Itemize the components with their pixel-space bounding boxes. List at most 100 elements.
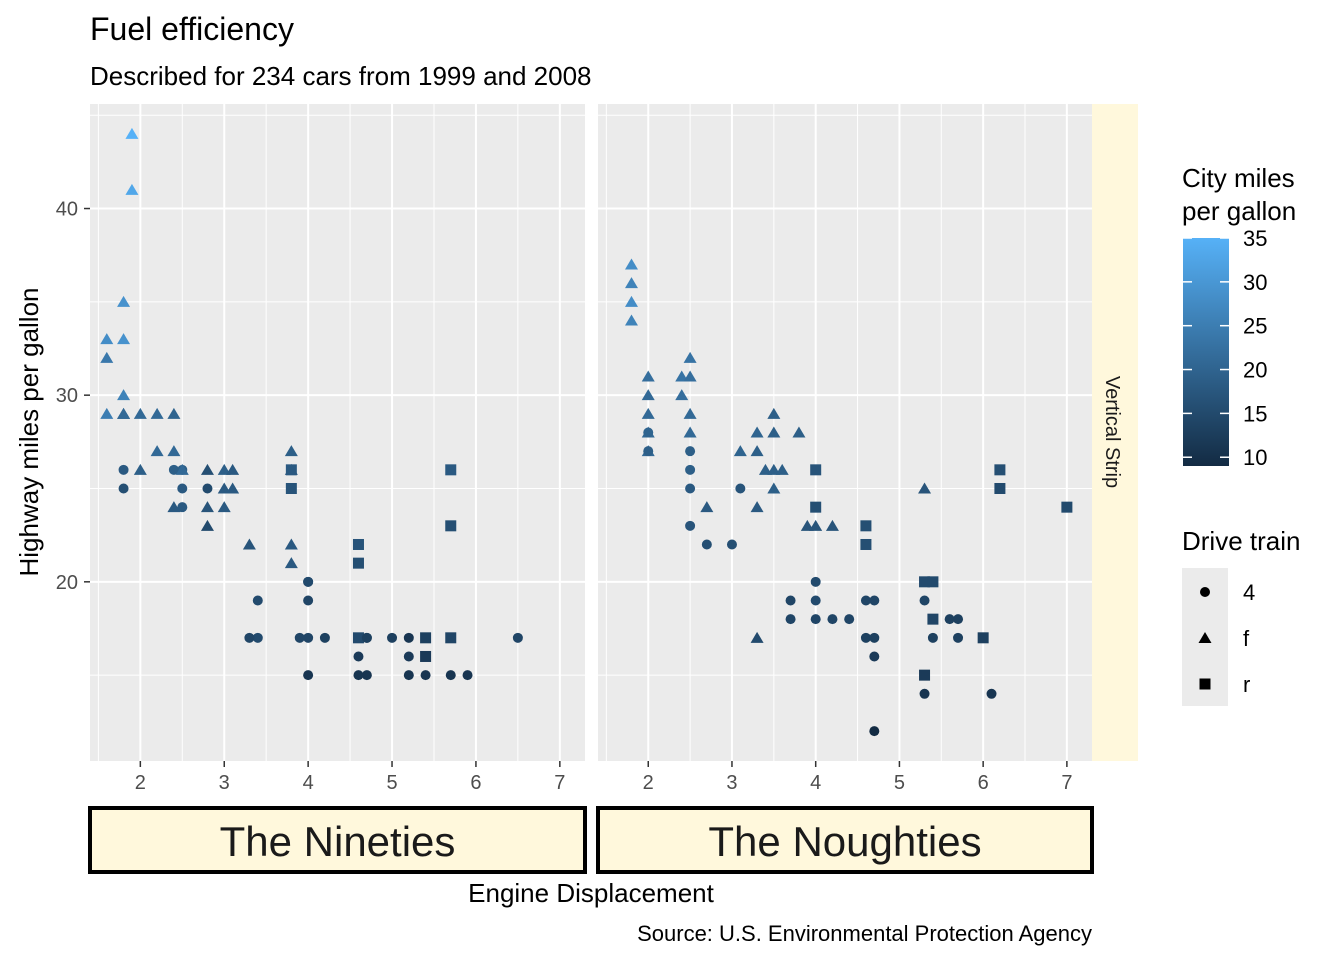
colorbar-tick-label: 20 xyxy=(1243,358,1267,383)
point-fwd xyxy=(700,501,714,513)
point-fwd xyxy=(150,445,164,457)
y-axis-label: Highway miles per gallon xyxy=(14,287,44,576)
point-rwd xyxy=(352,557,364,569)
point-4wd xyxy=(927,632,938,643)
point-4wd xyxy=(244,632,255,643)
point-4wd xyxy=(860,595,871,606)
point-rwd xyxy=(285,482,297,494)
facet-panels: 2 3 4 5 6 7 20 30 40 The Nineties 2 3 4 5 6 7 The Nought… xyxy=(56,104,1094,874)
point-fwd xyxy=(767,407,781,419)
point-fwd xyxy=(117,389,131,401)
point-rwd xyxy=(927,576,939,588)
point-4wd xyxy=(294,632,305,643)
point-4wd xyxy=(643,427,654,438)
point-fwd xyxy=(284,538,298,550)
point-fwd xyxy=(683,351,697,363)
point-fwd xyxy=(200,519,214,531)
x-tick-label: 4 xyxy=(810,772,821,794)
point-4wd xyxy=(420,670,431,681)
vertical-strip-background xyxy=(1092,104,1138,761)
x-tick-label: 3 xyxy=(219,772,230,794)
legend-key-square xyxy=(1199,678,1211,690)
point-4wd xyxy=(844,614,855,625)
facet-strip-label-1: The Nineties xyxy=(220,818,456,865)
legend-key-triangle xyxy=(1198,632,1212,643)
point-4wd xyxy=(353,651,364,662)
point-fwd xyxy=(767,482,781,494)
point-fwd xyxy=(167,407,181,419)
point-4wd xyxy=(944,614,955,625)
point-4wd xyxy=(202,483,213,494)
point-fwd xyxy=(675,389,689,401)
point-rwd xyxy=(285,464,297,476)
point-fwd xyxy=(733,445,747,457)
x-tick-label: 2 xyxy=(135,772,146,794)
shape-legend-title: Drive train xyxy=(1182,526,1300,556)
chart-subtitle: Described for 234 cars from 1999 and 200… xyxy=(90,61,592,91)
point-fwd xyxy=(175,463,189,475)
point-4wd xyxy=(735,483,746,494)
shape-legend: Drive train 4 fr xyxy=(1182,526,1300,706)
point-fwd xyxy=(641,407,655,419)
point-4wd xyxy=(403,632,414,643)
point-rwd xyxy=(445,632,457,644)
point-fwd xyxy=(641,370,655,382)
facet-strip-label-2: The Noughties xyxy=(708,818,981,865)
panel-2: 2 3 4 5 6 7 The Noughties xyxy=(596,104,1094,874)
point-fwd xyxy=(125,127,139,139)
point-rwd xyxy=(352,632,364,644)
point-4wd xyxy=(403,651,414,662)
point-4wd xyxy=(387,632,398,643)
facet-strip-2 xyxy=(596,806,1094,874)
point-fwd xyxy=(167,445,181,457)
x-tick-label: 5 xyxy=(894,772,905,794)
point-rwd xyxy=(860,520,872,532)
point-4wd xyxy=(252,632,263,643)
point-fwd xyxy=(750,631,764,643)
colorbar-tick-label: 25 xyxy=(1243,314,1267,339)
panel-background xyxy=(90,104,585,761)
point-4wd xyxy=(860,632,871,643)
color-legend-title-line-2: per gallon xyxy=(1182,196,1296,226)
point-rwd xyxy=(420,650,432,662)
point-4wd xyxy=(919,595,930,606)
colorbar-tick-label: 30 xyxy=(1243,270,1267,295)
point-4wd xyxy=(986,688,997,699)
point-fwd xyxy=(767,463,781,475)
point-fwd xyxy=(750,501,764,513)
point-4wd xyxy=(353,670,364,681)
point-4wd xyxy=(303,670,314,681)
point-4wd xyxy=(512,632,523,643)
point-fwd xyxy=(100,407,114,419)
point-fwd xyxy=(125,183,139,195)
point-fwd xyxy=(683,426,697,438)
point-4wd xyxy=(462,670,473,681)
point-4wd xyxy=(685,446,696,457)
point-4wd xyxy=(303,632,314,643)
point-4wd xyxy=(953,632,964,643)
point-fwd xyxy=(767,426,781,438)
x-tick-label: 2 xyxy=(643,772,654,794)
x-tick-label: 4 xyxy=(303,772,314,794)
point-fwd xyxy=(200,501,214,513)
point-fwd xyxy=(226,463,240,475)
legend-key-label: f xyxy=(1243,626,1250,651)
point-rwd xyxy=(919,576,931,588)
chart-title: Fuel efficiency xyxy=(90,11,294,47)
point-rwd xyxy=(860,538,872,550)
point-4wd xyxy=(726,539,737,550)
panel-background xyxy=(598,104,1092,761)
y-tick-label: 30 xyxy=(56,385,78,407)
legend-key-label: r xyxy=(1243,672,1250,697)
point-4wd xyxy=(785,595,796,606)
point-fwd xyxy=(758,463,772,475)
point-rwd xyxy=(445,520,457,532)
point-fwd xyxy=(809,519,823,531)
point-rwd xyxy=(810,464,822,476)
colorbar-tick-label: 15 xyxy=(1243,401,1267,426)
point-fwd xyxy=(150,407,164,419)
x-tick-label: 7 xyxy=(1061,772,1072,794)
y-tick-label: 20 xyxy=(56,572,78,594)
point-4wd xyxy=(810,614,821,625)
